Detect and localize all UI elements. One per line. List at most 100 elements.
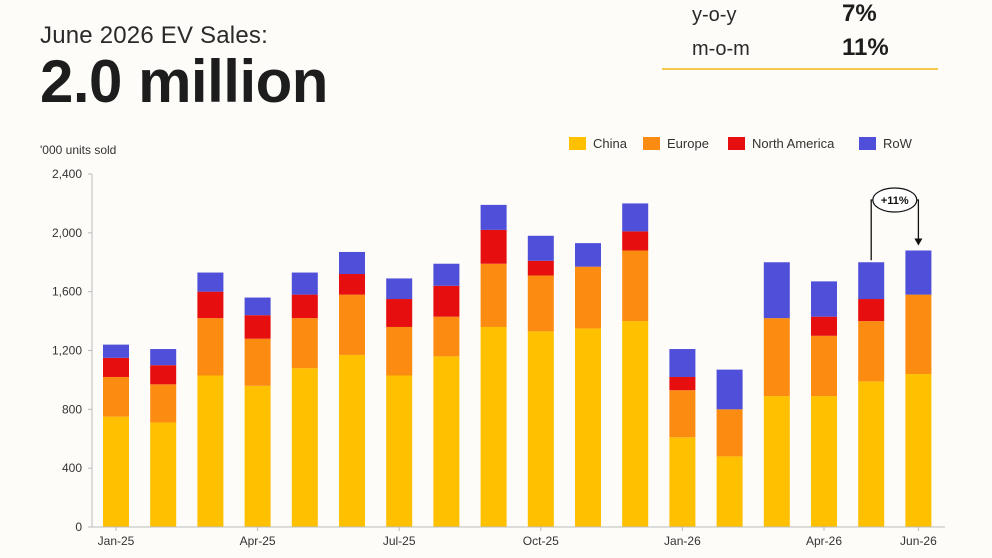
- growth-annotation: +11%: [870, 187, 923, 261]
- legend-swatch: [728, 137, 745, 150]
- bar-segment-north-america: [811, 316, 837, 336]
- bar-segment-china: [527, 331, 554, 527]
- x-tick-label: Jun-26: [900, 534, 937, 548]
- page-subtitle: June 2026 EV Sales:: [40, 22, 268, 49]
- bar-segment-china: [291, 368, 318, 527]
- bar-segment-china: [716, 456, 743, 527]
- stacked-bar-chart: '000 units sold China Europe North America…: [40, 136, 945, 548]
- bar-segment-north-america: [197, 291, 224, 319]
- page-headline: 2.0 million: [40, 48, 328, 115]
- legend: China Europe North America RoW: [569, 136, 913, 151]
- x-tick-label: Oct-25: [523, 534, 559, 548]
- bar-segment-row: [150, 349, 177, 366]
- bar-segment-europe: [811, 335, 837, 397]
- x-tick-label: Apr-25: [240, 534, 276, 548]
- bar-segment-row: [197, 272, 224, 292]
- bar-segment-europe: [291, 318, 318, 369]
- heading: June 2026 EV Sales: 2.0 million: [40, 22, 328, 112]
- y-tick-label: 2,400: [52, 167, 82, 181]
- bar-segment-north-america: [386, 299, 413, 327]
- legend-swatch: [859, 137, 876, 150]
- bar-segment-row: [669, 349, 696, 377]
- bar-segment-china: [433, 356, 460, 527]
- legend-swatch: [569, 137, 586, 150]
- y-tick-label: 1,200: [52, 344, 82, 358]
- y-axis-label: '000 units sold: [40, 143, 116, 157]
- bar-segment-row: [622, 203, 649, 232]
- bar-segment-north-america: [339, 274, 365, 295]
- bar-segment-china: [622, 321, 649, 527]
- bar-segment-row: [244, 297, 271, 316]
- bar-segment-europe: [716, 409, 743, 457]
- legend-label: China: [593, 136, 628, 151]
- bar-segment-row: [480, 204, 507, 230]
- x-tick-label: Jan-25: [98, 534, 135, 548]
- annotation-bubble: [872, 187, 918, 213]
- metric-value: 11%: [842, 34, 889, 61]
- bar-segment-europe: [575, 266, 601, 329]
- bar-segment-row: [103, 344, 129, 358]
- bar-segment-north-america: [527, 260, 554, 276]
- bar-segment-europe: [103, 376, 129, 417]
- legend-label: RoW: [883, 136, 913, 151]
- bar-segment-europe: [386, 326, 413, 376]
- bar-segment-china: [669, 437, 696, 527]
- y-tick-label: 2,000: [52, 226, 82, 240]
- bar-segment-europe: [150, 384, 177, 423]
- bar-segment-china: [858, 381, 885, 527]
- bar-segment-europe: [480, 263, 507, 327]
- bar-segment-row: [291, 272, 318, 295]
- bar-segment-china: [386, 375, 413, 527]
- y-tick-label: 800: [62, 402, 82, 416]
- bar-segment-europe: [669, 390, 696, 438]
- bar-segment-china: [905, 374, 932, 527]
- bar-segment-china: [103, 416, 129, 527]
- metric-label: m-o-m: [692, 38, 750, 60]
- bar-segment-europe: [433, 316, 460, 357]
- bar-segment-europe: [197, 318, 224, 376]
- y-tick-label: 400: [62, 461, 82, 475]
- bar-segment-china: [244, 385, 271, 527]
- bars: [103, 203, 932, 527]
- bar-segment-row: [527, 235, 554, 261]
- bar-segment-row: [716, 369, 743, 410]
- bar-segment-row: [433, 263, 460, 286]
- bar-segment-north-america: [669, 376, 696, 391]
- bar-segment-china: [197, 375, 224, 527]
- bar-segment-row: [575, 243, 601, 267]
- bar-segment-north-america: [244, 315, 271, 339]
- bar-segment-china: [763, 396, 790, 527]
- x-tick-label: Jul-25: [383, 534, 416, 548]
- metric-yoy: y-o-y 7%: [662, 0, 938, 30]
- annotation-label: +11%: [881, 195, 909, 207]
- metric-value: 7%: [842, 0, 877, 27]
- bar-segment-north-america: [150, 365, 177, 385]
- bar-segment-north-america: [103, 357, 129, 377]
- metrics-panel: y-o-y 7% m-o-m 11%: [662, 0, 938, 70]
- legend-label: Europe: [667, 136, 709, 151]
- y-tick-label: 1,600: [52, 285, 82, 299]
- bar-segment-china: [150, 422, 177, 527]
- bar-segment-north-america: [433, 285, 460, 317]
- bar-segment-europe: [622, 250, 649, 322]
- bar-segment-row: [763, 262, 790, 319]
- legend-swatch: [643, 137, 660, 150]
- x-axis: Jan-25 Apr-25 Jul-25 Oct-25 Jan-26 Apr-26 Jun-…: [92, 526, 945, 548]
- bar-segment-north-america: [858, 299, 885, 322]
- bar-segment-china: [811, 396, 837, 527]
- y-tick-label: 0: [75, 520, 82, 534]
- bar-segment-europe: [905, 294, 932, 375]
- y-axis: 0 400 800 1,200 1,600 2,000 2,400: [52, 167, 93, 534]
- metric-label: y-o-y: [692, 4, 737, 26]
- annotation-arrowhead: [914, 238, 923, 246]
- legend-label: North America: [752, 136, 835, 151]
- bar-segment-europe: [763, 318, 790, 397]
- bar-segment-europe: [527, 275, 554, 332]
- metric-mom: m-o-m 11%: [662, 34, 938, 64]
- bar-segment-row: [386, 278, 413, 300]
- bar-segment-row: [811, 281, 837, 317]
- bar-segment-china: [339, 354, 365, 527]
- bar-segment-china: [575, 328, 601, 527]
- bar-segment-europe: [339, 294, 365, 355]
- x-tick-label: Jan-26: [664, 534, 701, 548]
